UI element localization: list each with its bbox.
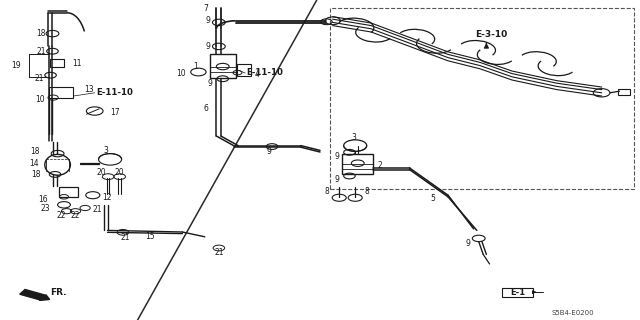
Bar — [237, 64, 251, 76]
Text: 9: 9 — [207, 79, 212, 88]
Text: 23: 23 — [40, 204, 50, 213]
Text: S5B4-E0200: S5B4-E0200 — [552, 310, 594, 316]
Text: 11: 11 — [72, 59, 82, 68]
Text: 4: 4 — [255, 70, 260, 79]
Text: 20: 20 — [96, 168, 106, 177]
FancyArrow shape — [20, 290, 49, 300]
Bar — [210, 54, 236, 78]
Text: 6: 6 — [203, 104, 208, 113]
Text: 15: 15 — [145, 232, 156, 241]
Text: 1: 1 — [194, 62, 198, 71]
Text: E-11-10: E-11-10 — [96, 88, 133, 97]
Text: 17: 17 — [110, 108, 120, 117]
Text: 21: 21 — [36, 47, 46, 56]
Text: 9: 9 — [205, 16, 210, 25]
Bar — [49, 87, 73, 98]
Text: E-1: E-1 — [510, 288, 525, 297]
Text: 9: 9 — [334, 175, 339, 184]
Text: FR.: FR. — [50, 288, 67, 297]
Text: 18: 18 — [30, 147, 40, 156]
Bar — [342, 154, 373, 174]
Text: 10: 10 — [35, 95, 45, 104]
Text: 7: 7 — [203, 4, 208, 12]
Text: 9: 9 — [334, 152, 339, 161]
Text: 21: 21 — [120, 233, 129, 242]
Text: 16: 16 — [38, 195, 48, 204]
Bar — [330, 8, 634, 189]
Bar — [50, 59, 64, 67]
Text: 3: 3 — [103, 146, 108, 155]
Text: 9: 9 — [266, 147, 271, 156]
Text: 22: 22 — [71, 212, 80, 220]
Text: 8: 8 — [365, 188, 369, 196]
Text: 13: 13 — [84, 85, 94, 94]
Text: 3: 3 — [351, 133, 356, 142]
Bar — [59, 187, 78, 197]
Text: 12: 12 — [102, 193, 112, 202]
Text: 21: 21 — [35, 74, 44, 83]
Text: 5: 5 — [430, 194, 435, 203]
Text: 22: 22 — [57, 212, 66, 220]
Text: 20: 20 — [115, 168, 125, 177]
Text: 19: 19 — [11, 61, 20, 70]
Text: 21: 21 — [93, 205, 102, 214]
Text: 9: 9 — [205, 42, 210, 51]
Text: 9: 9 — [465, 239, 470, 248]
Text: 18: 18 — [31, 170, 40, 179]
Text: 2: 2 — [378, 161, 382, 170]
Text: 14: 14 — [29, 159, 38, 168]
Bar — [502, 288, 533, 297]
Text: 18: 18 — [36, 29, 46, 38]
Bar — [618, 89, 630, 95]
Text: 21: 21 — [214, 248, 223, 257]
Text: E-11-10: E-11-10 — [246, 68, 284, 77]
Text: 8: 8 — [325, 188, 330, 196]
Text: E-3-10: E-3-10 — [475, 30, 507, 39]
Text: 10: 10 — [176, 69, 186, 78]
